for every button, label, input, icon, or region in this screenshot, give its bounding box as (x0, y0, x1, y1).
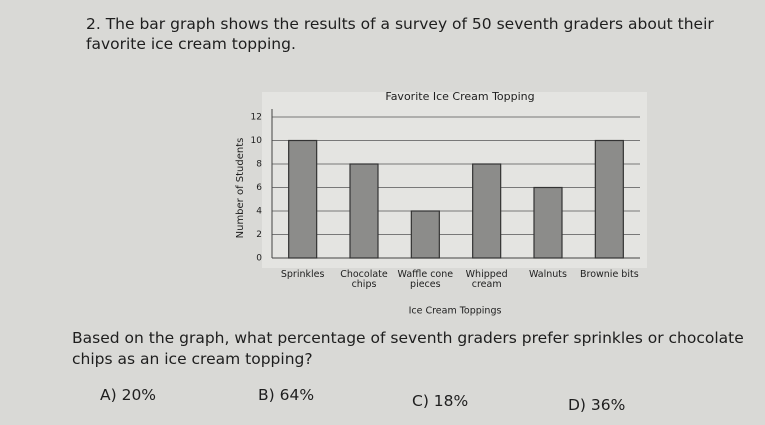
question-intro: 2. The bar graph shows the results of a … (86, 15, 714, 53)
answer-choice[interactable]: D) 36% (568, 396, 626, 414)
y-tick-label: 8 (256, 160, 262, 170)
y-tick-label: 2 (256, 230, 262, 240)
x-tick-label: Sprinkles (280, 269, 325, 280)
y-tick-label: 0 (256, 254, 262, 264)
x-tick-label: Chocolate chips (340, 269, 388, 290)
y-tick-label: 4 (256, 207, 262, 217)
y-axis-label: Number of Students (235, 138, 246, 239)
bar (472, 163, 502, 259)
answer-choice[interactable]: C) 18% (412, 392, 469, 410)
x-tick-label: Waffle cone pieces (397, 269, 454, 290)
chart-title: Favorite Ice Cream Topping (385, 90, 534, 103)
y-tick-label: 6 (256, 183, 262, 193)
answer-choice[interactable]: A) 20% (100, 386, 157, 404)
x-tick-label: Walnuts (529, 269, 567, 280)
x-tick-label: Brownie bits (579, 269, 639, 280)
y-tick-label: 12 (251, 113, 262, 123)
bar (410, 210, 440, 259)
answer-choice[interactable]: B) 64% (258, 386, 315, 404)
question-text: Based on the graph, what percentage of s… (72, 329, 744, 368)
plot-paper (262, 92, 647, 268)
x-tick-label: Whipped cream (465, 269, 508, 290)
bar (288, 139, 318, 259)
y-tick-label: 10 (251, 136, 263, 146)
bar (349, 163, 379, 259)
bar (533, 186, 563, 259)
x-axis-label: Ice Cream Toppings (409, 306, 502, 317)
bar (594, 139, 624, 259)
